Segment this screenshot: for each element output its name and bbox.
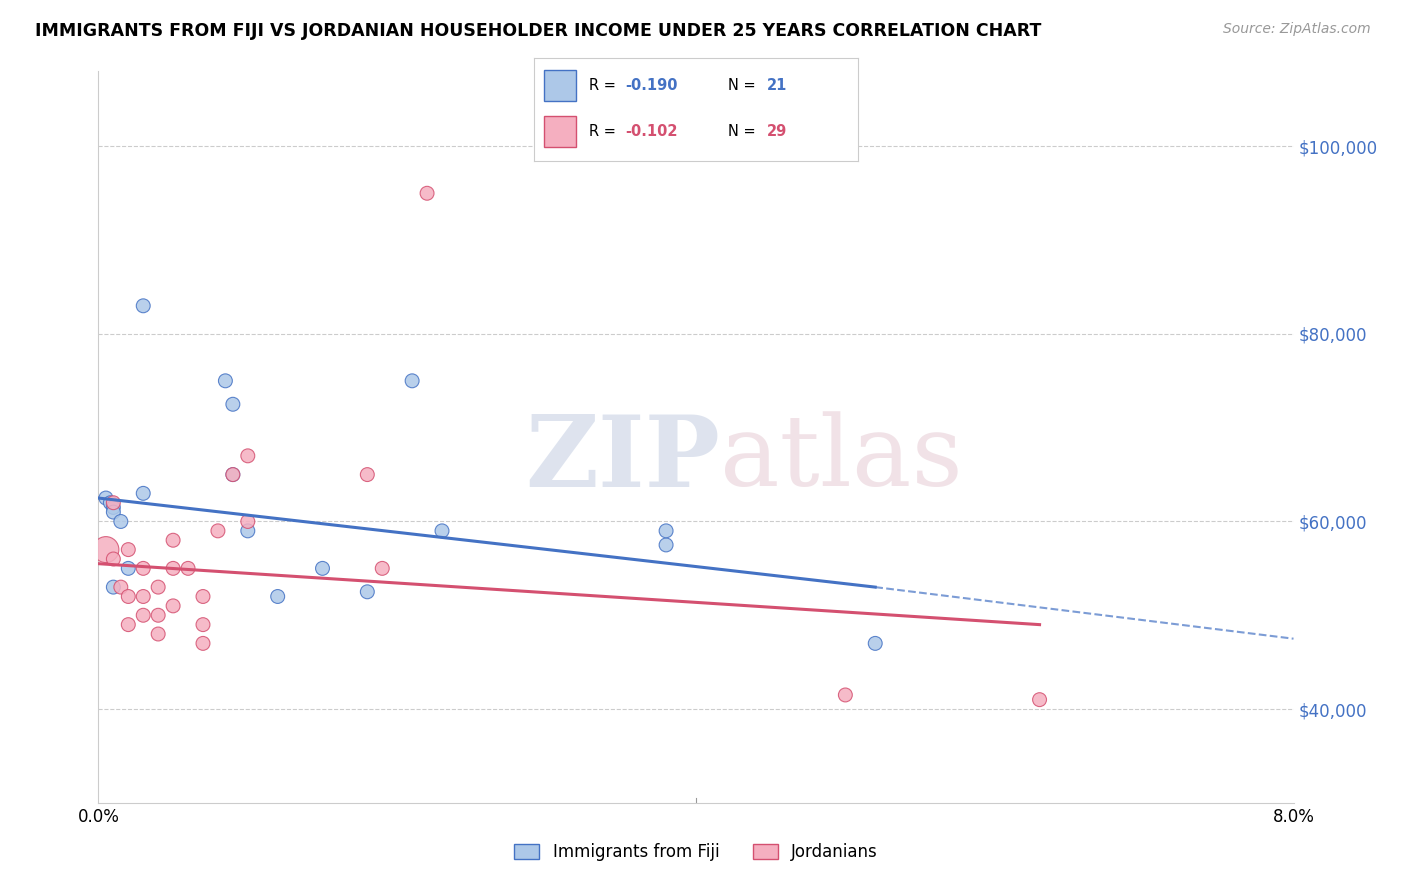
Point — [132, 561, 155, 575]
Point — [222, 467, 245, 482]
Point — [103, 505, 125, 519]
Text: N =: N = — [728, 78, 761, 93]
Point — [103, 496, 125, 510]
Text: R =: R = — [589, 78, 621, 93]
Point — [207, 524, 229, 538]
Point — [236, 449, 259, 463]
Point — [356, 467, 378, 482]
Text: N =: N = — [728, 124, 761, 139]
Point — [267, 590, 290, 604]
Point — [103, 580, 125, 594]
Text: 21: 21 — [768, 78, 787, 93]
Text: ZIP: ZIP — [524, 410, 720, 508]
Point — [356, 584, 378, 599]
Point — [430, 524, 453, 538]
Point — [117, 617, 139, 632]
Point — [1028, 692, 1050, 706]
Point — [371, 561, 394, 575]
Point — [110, 515, 132, 529]
Point — [110, 580, 132, 594]
Point — [132, 486, 155, 500]
Bar — [544, 70, 576, 101]
Point — [655, 524, 678, 538]
Point — [94, 542, 117, 557]
Point — [103, 552, 125, 566]
Legend: Immigrants from Fiji, Jordanians: Immigrants from Fiji, Jordanians — [508, 837, 884, 868]
Bar — [544, 117, 576, 147]
Point — [214, 374, 236, 388]
Point — [132, 590, 155, 604]
Point — [162, 561, 184, 575]
Text: atlas: atlas — [720, 411, 963, 507]
Text: Source: ZipAtlas.com: Source: ZipAtlas.com — [1223, 22, 1371, 37]
Point — [117, 561, 139, 575]
Point — [148, 580, 170, 594]
Point — [132, 299, 155, 313]
Point — [191, 636, 214, 650]
Point — [148, 627, 170, 641]
Text: -0.190: -0.190 — [624, 78, 678, 93]
Text: R =: R = — [589, 124, 621, 139]
Point — [117, 590, 139, 604]
Point — [94, 491, 117, 505]
Point — [191, 617, 214, 632]
Point — [117, 542, 139, 557]
Point — [416, 186, 439, 201]
Point — [148, 608, 170, 623]
Point — [162, 599, 184, 613]
Text: 29: 29 — [768, 124, 787, 139]
Text: IMMIGRANTS FROM FIJI VS JORDANIAN HOUSEHOLDER INCOME UNDER 25 YEARS CORRELATION : IMMIGRANTS FROM FIJI VS JORDANIAN HOUSEH… — [35, 22, 1042, 40]
Point — [401, 374, 423, 388]
Point — [834, 688, 856, 702]
Point — [98, 496, 122, 510]
Point — [103, 500, 125, 515]
Point — [162, 533, 184, 548]
Point — [191, 590, 214, 604]
Point — [132, 608, 155, 623]
Point — [236, 524, 259, 538]
Point — [222, 397, 245, 411]
Point — [311, 561, 333, 575]
Point — [177, 561, 200, 575]
Point — [865, 636, 887, 650]
Point — [236, 515, 259, 529]
Point — [655, 538, 678, 552]
Text: -0.102: -0.102 — [624, 124, 678, 139]
Point — [222, 467, 245, 482]
